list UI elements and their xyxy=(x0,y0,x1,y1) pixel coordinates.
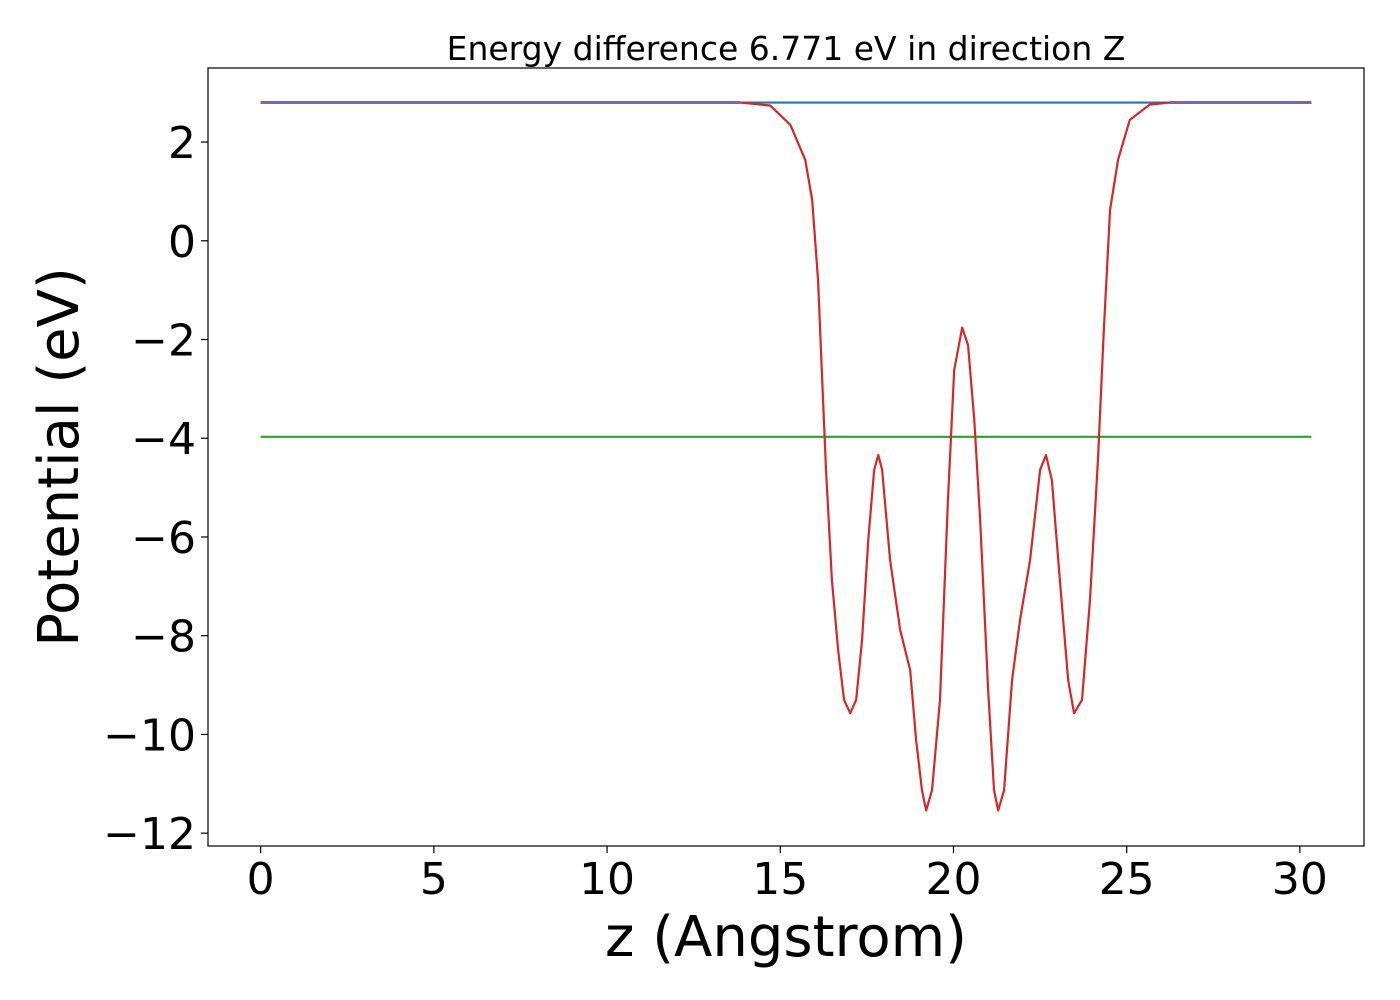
y-tick-label: 0 xyxy=(168,217,196,268)
x-tick-label: 20 xyxy=(925,854,981,905)
x-axis-label: z (Angstrom) xyxy=(605,905,967,970)
x-tick-label: 10 xyxy=(579,854,635,905)
plot-frame xyxy=(207,67,1365,847)
y-axis-label: Potential (eV) xyxy=(27,267,92,647)
x-tick-label: 25 xyxy=(1099,854,1155,905)
x-tick-label: 0 xyxy=(247,854,275,905)
line-series xyxy=(260,101,1312,812)
x-tick-label: 30 xyxy=(1272,854,1328,905)
chart-title: Energy difference 6.771 eV in direction … xyxy=(447,29,1126,68)
y-tick-label: 2 xyxy=(168,118,196,169)
y-tick-label: −8 xyxy=(131,612,196,663)
y-tick-label: −10 xyxy=(103,710,196,761)
x-tick-label: 15 xyxy=(752,854,808,905)
y-tick-label: −6 xyxy=(131,513,196,564)
x-tick-label: 5 xyxy=(420,854,448,905)
y-tick-label: −4 xyxy=(131,414,196,465)
y-tick-label: −2 xyxy=(131,316,196,367)
y-tick-label: −12 xyxy=(103,809,196,860)
